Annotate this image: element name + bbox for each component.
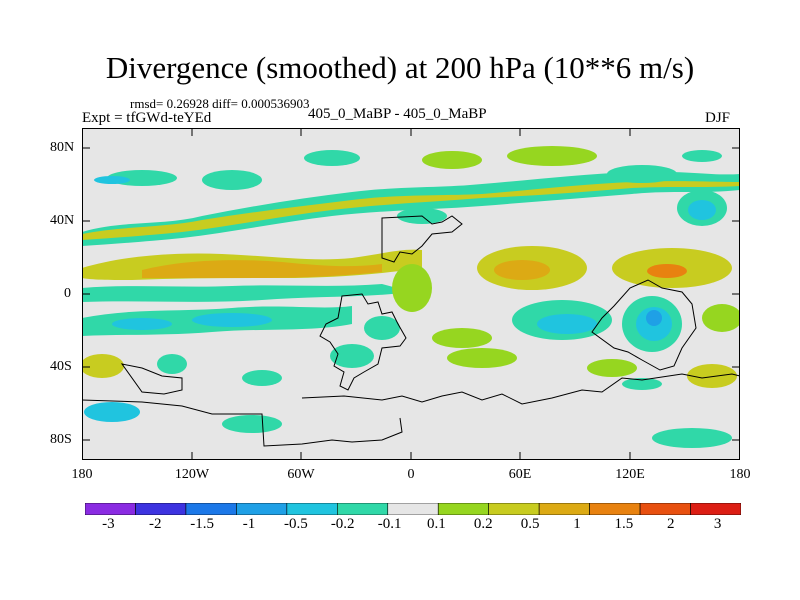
colorbar-label: -3: [102, 516, 115, 532]
colorbar-swatch: [85, 503, 136, 515]
lat-label-40s: 40S: [50, 359, 72, 374]
colorbar-label: -0.1: [377, 516, 402, 532]
lon-label-180w: 180: [71, 467, 93, 482]
colorbar-label: -2: [149, 516, 162, 532]
lon-label-60w: 60W: [287, 467, 315, 482]
plot-title: Divergence (smoothed) at 200 hPa (10**6 …: [105, 50, 695, 85]
lat-ticks: [82, 147, 740, 441]
lat-label-80n: 80N: [50, 140, 75, 155]
lat-label-40n: 40N: [50, 213, 75, 228]
colorbar-swatch: [488, 503, 540, 515]
colorbar-swatch: [589, 503, 641, 515]
divergence-field: [82, 146, 740, 448]
colorbar-label: 2: [666, 516, 675, 532]
colorbar-swatch: [690, 503, 741, 515]
colorbar-swatch: [135, 503, 187, 515]
lon-label-180e: 180: [729, 467, 751, 482]
colorbar-swatch: [387, 503, 439, 515]
lon-label-60e: 60E: [508, 467, 532, 482]
colorbar-swatch: [437, 503, 489, 515]
lat-label-80s: 80S: [50, 432, 72, 447]
colorbar-swatch: [286, 503, 338, 515]
lon-ticks: [191, 128, 631, 460]
colorbar-swatch: [337, 503, 389, 515]
colorbar: [85, 503, 741, 515]
lon-label-120e: 120E: [615, 467, 645, 482]
colorbar-label: 0.2: [473, 516, 493, 532]
colorbar-label: 0.1: [427, 516, 446, 532]
experiment-label: Expt = tfGWd-teYEd: [82, 110, 212, 126]
colorbar-label: 3: [713, 516, 722, 532]
colorbar-label: -1.5: [190, 516, 214, 532]
colorbar-label: -1: [242, 516, 256, 532]
colorbar-label: 0.5: [520, 516, 540, 532]
lat-label-equator: 0: [64, 286, 71, 301]
colorbar-swatch: [236, 503, 288, 515]
colorbar-label: -0.5: [284, 516, 308, 532]
map-panel: [82, 128, 740, 460]
lon-label-120w: 120W: [174, 467, 210, 482]
case-label: 405_0_MaBP - 405_0_MaBP: [308, 106, 487, 122]
colorbar-swatch: [538, 503, 590, 515]
colorbar-label: 1: [573, 516, 581, 532]
colorbar-swatch: [639, 503, 691, 515]
lon-label-0: 0: [407, 467, 415, 482]
stats-line: rmsd= 0.26928 diff= 0.000536903: [130, 96, 310, 111]
season-label: DJF: [705, 110, 731, 126]
colorbar-label: -0.2: [330, 516, 355, 532]
colorbar-label: 1.5: [614, 516, 634, 532]
colorbar-swatch: [185, 503, 237, 515]
